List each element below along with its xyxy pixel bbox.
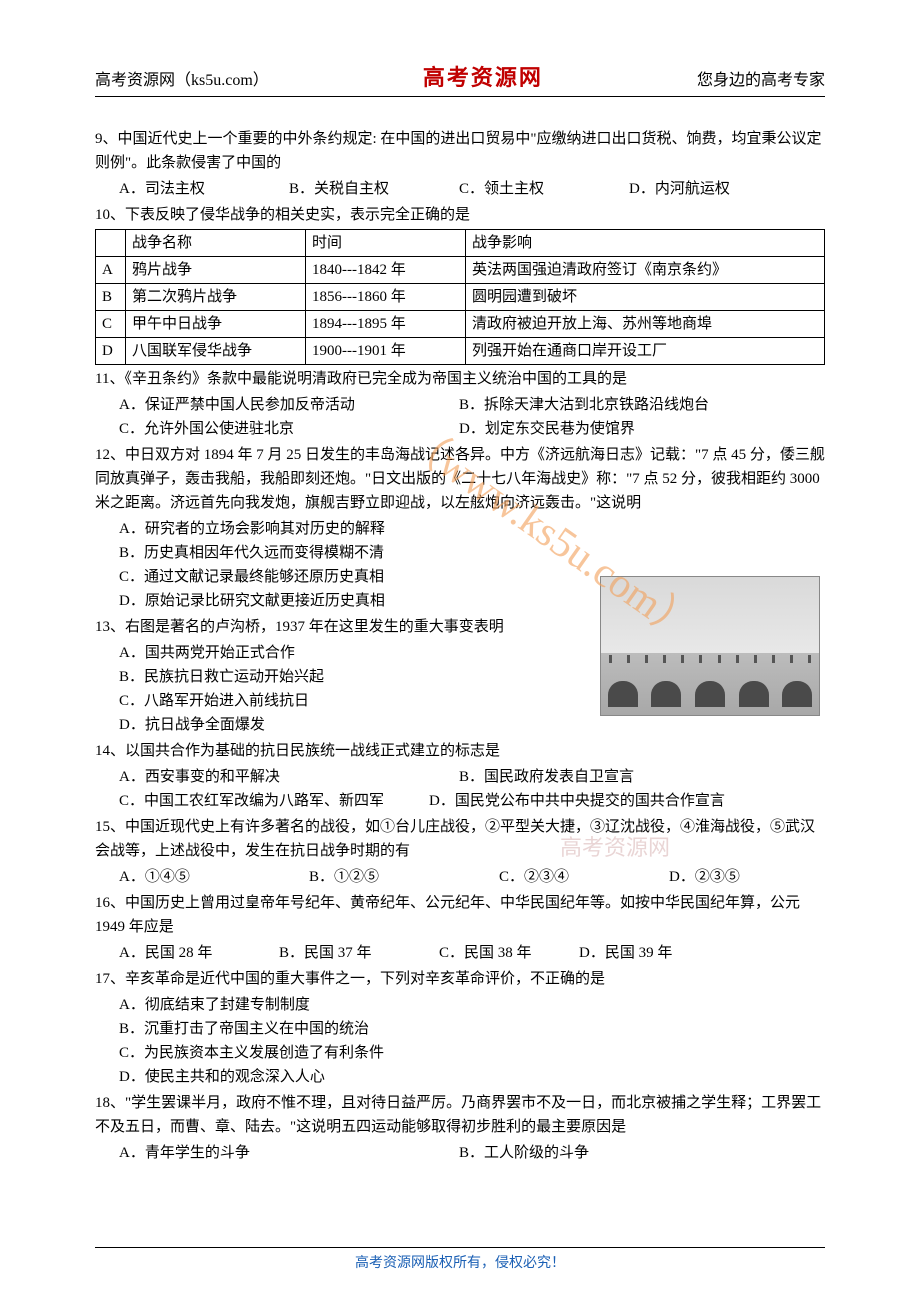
q18-a: A．青年学生的斗争 — [119, 1141, 459, 1165]
q16-a: A．民国 28 年 — [119, 941, 279, 965]
row-idx: D — [96, 338, 126, 365]
q9-a: A．司法主权 — [119, 177, 289, 201]
q15-d: D．②③⑤ — [669, 865, 740, 889]
table-row: C 甲午中日战争 1894---1895 年 清政府被迫开放上海、苏州等地商埠 — [96, 311, 825, 338]
q12-a: A．研究者的立场会影响其对历史的解释 — [119, 517, 825, 541]
q10-table: 战争名称 时间 战争影响 A 鸦片战争 1840---1842 年 英法两国强迫… — [95, 229, 825, 365]
q9-c: C．领土主权 — [459, 177, 629, 201]
th-effect: 战争影响 — [466, 230, 825, 257]
q11-text: 11、《辛丑条约》条款中最能说明清政府已完全成为帝国主义统治中国的工具的是 — [95, 367, 825, 391]
row-time: 1894---1895 年 — [306, 311, 466, 338]
q17-d: D．使民主共和的观念深入人心 — [119, 1065, 825, 1089]
q13-text: 13、右图是著名的卢沟桥，1937 年在这里发生的重大事变表明 — [95, 615, 585, 639]
q18-b: B．工人阶级的斗争 — [459, 1141, 799, 1165]
q17-text: 17、辛亥革命是近代中国的重大事件之一，下列对辛亥革命评价，不正确的是 — [95, 967, 825, 991]
th-time: 时间 — [306, 230, 466, 257]
row-name: 第二次鸦片战争 — [126, 284, 306, 311]
q18-text: 18、"学生罢课半月，政府不惟不理，且对待日益严厉。乃商界罢市不及一日，而北京被… — [95, 1091, 825, 1139]
q15-text: 15、中国近现代史上有许多著名的战役，如①台儿庄战役，②平型关大捷，③辽沈战役，… — [95, 815, 825, 863]
q14-options: A．西安事变的和平解决 B．国民政府发表自卫宣言 C．中国工农红军改编为八路军、… — [95, 765, 825, 813]
row-effect: 圆明园遭到破坏 — [466, 284, 825, 311]
row-effect: 英法两国强迫清政府签订《南京条约》 — [466, 257, 825, 284]
q16-text: 16、中国历史上曾用过皇帝年号纪年、黄帝纪年、公元纪年、中华民国纪年等。如按中华… — [95, 891, 825, 939]
q17-options: A．彻底结束了封建专制制度 B．沉重打击了帝国主义在中国的统治 C．为民族资本主… — [95, 993, 825, 1089]
q9-b: B．关税自主权 — [289, 177, 459, 201]
row-idx: B — [96, 284, 126, 311]
q15-options: A．①④⑤ B．①②⑤ C．②③④ D．②③⑤ — [95, 865, 825, 889]
q15-b: B．①②⑤ — [309, 865, 499, 889]
row-effect: 清政府被迫开放上海、苏州等地商埠 — [466, 311, 825, 338]
q14-text: 14、以国共合作为基础的抗日民族统一战线正式建立的标志是 — [95, 739, 825, 763]
th-name: 战争名称 — [126, 230, 306, 257]
q14-c: C．中国工农红军改编为八路军、新四军 — [119, 789, 429, 813]
row-name: 八国联军侵华战争 — [126, 338, 306, 365]
q12-text: 12、中日双方对 1894 年 7 月 25 日发生的丰岛海战记述各异。中方《济… — [95, 443, 825, 515]
q11-b: B．拆除天津大沽到北京铁路沿线炮台 — [459, 393, 799, 417]
table-row: D 八国联军侵华战争 1900---1901 年 列强开始在通商口岸开设工厂 — [96, 338, 825, 365]
page-header: 高考资源网（ks5u.com） 高考资源网 您身边的高考专家 — [95, 60, 825, 97]
q14-b: B．国民政府发表自卫宣言 — [459, 765, 799, 789]
q14-a: A．西安事变的和平解决 — [119, 765, 459, 789]
q17-c: C．为民族资本主义发展创造了有利条件 — [119, 1041, 825, 1065]
q15-a: A．①④⑤ — [119, 865, 309, 889]
header-left: 高考资源网（ks5u.com） — [95, 66, 269, 90]
q16-d: D．民国 39 年 — [579, 941, 672, 965]
header-right: 您身边的高考专家 — [697, 66, 825, 90]
row-effect: 列强开始在通商口岸开设工厂 — [466, 338, 825, 365]
row-time: 1856---1860 年 — [306, 284, 466, 311]
table-row: A 鸦片战争 1840---1842 年 英法两国强迫清政府签订《南京条约》 — [96, 257, 825, 284]
q10-text: 10、下表反映了侵华战争的相关史实，表示完全正确的是 — [95, 203, 825, 227]
row-time: 1900---1901 年 — [306, 338, 466, 365]
header-center: 高考资源网 — [423, 60, 543, 92]
q15-c: C．②③④ — [499, 865, 669, 889]
row-time: 1840---1842 年 — [306, 257, 466, 284]
q14-d: D．国民党公布中共中央提交的国共合作宣言 — [429, 789, 725, 813]
q9-d: D．内河航运权 — [629, 177, 799, 201]
q16-b: B．民国 37 年 — [279, 941, 439, 965]
q17-a: A．彻底结束了封建专制制度 — [119, 993, 825, 1017]
page-footer: 高考资源网版权所有，侵权必究！ — [95, 1247, 825, 1272]
row-idx: A — [96, 257, 126, 284]
q9-options: A．司法主权 B．关税自主权 C．领土主权 D．内河航运权 — [95, 177, 825, 201]
q11-c: C．允许外国公使进驻北京 — [119, 417, 459, 441]
q17-b: B．沉重打击了帝国主义在中国的统治 — [119, 1017, 825, 1041]
q16-c: C．民国 38 年 — [439, 941, 579, 965]
q12-b: B．历史真相因年代久远而变得模糊不清 — [119, 541, 825, 565]
q11-options: A．保证严禁中国人民参加反帝活动 B．拆除天津大沽到北京铁路沿线炮台 C．允许外… — [95, 393, 825, 441]
q13-d: D．抗日战争全面爆发 — [119, 713, 825, 737]
lugou-bridge-image — [600, 576, 820, 716]
q11-d: D．划定东交民巷为使馆界 — [459, 417, 799, 441]
table-head-row: 战争名称 时间 战争影响 — [96, 230, 825, 257]
q16-options: A．民国 28 年 B．民国 37 年 C．民国 38 年 D．民国 39 年 — [95, 941, 825, 965]
row-name: 甲午中日战争 — [126, 311, 306, 338]
q18-options: A．青年学生的斗争 B．工人阶级的斗争 — [95, 1141, 825, 1165]
row-name: 鸦片战争 — [126, 257, 306, 284]
row-idx: C — [96, 311, 126, 338]
table-row: B 第二次鸦片战争 1856---1860 年 圆明园遭到破坏 — [96, 284, 825, 311]
q9-text: 9、中国近代史上一个重要的中外条约规定: 在中国的进出口贸易中"应缴纳进口出口货… — [95, 127, 825, 175]
q11-a: A．保证严禁中国人民参加反帝活动 — [119, 393, 459, 417]
